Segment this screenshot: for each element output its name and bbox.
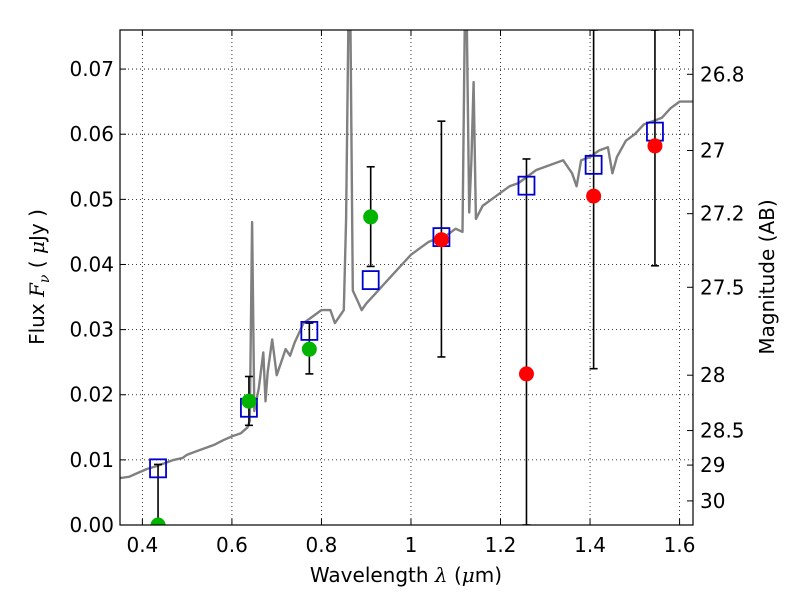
plot-background [120,30,693,525]
right-axis-tick-label: 27.2 [700,202,745,226]
x-tick-label: 1.6 [664,533,696,557]
right-axis-tick-label: 29 [700,453,725,477]
x-axis-label-mu: μ [462,563,475,587]
right-axis-tick-label: 30 [700,489,725,513]
square-marker [149,458,167,479]
circle-marker [363,209,379,225]
circle-marker [518,366,534,382]
x-tick-label: 0.8 [306,533,338,557]
circle-marker [433,232,449,248]
x-tick-label: 1.2 [485,533,517,557]
x-axis-label-paren: ( [448,563,462,587]
axis-ticks: 0.4 0.6 0.8 1 1.2 1.4 1.6 0.00 0.01 0.02 0.03 0.04 0… [69,30,745,557]
right-axis-tick-label: 28.5 [700,419,745,443]
model-spectrum-line [120,30,693,480]
x-axis-label-text: Wavelength [310,563,435,587]
circle-marker [241,393,257,409]
y-axis-label-paren: ( [25,254,49,275]
square-marker [584,154,603,175]
y-tick-label: 0.05 [69,187,114,211]
data-markers [149,121,664,525]
right-axis-tick-label: 27 [700,138,725,162]
y-tick-label: 0.02 [69,383,114,407]
right-axis-label: Magnitude (AB) [755,199,779,354]
y-axis-label: Flux Fν ( μJy ) [25,209,53,345]
right-axis-tick-label: 28 [700,363,725,387]
y-tick-label: 0.04 [69,252,114,276]
x-tick-label: 0.4 [126,533,158,557]
y-axis-label-mu: μ [25,241,49,254]
grid [120,30,693,526]
circle-marker [150,517,166,525]
y-tick-label: 0.06 [69,122,114,146]
right-axis-tick-label: 26.8 [700,62,745,86]
circle-marker [647,138,663,154]
x-tick-label: 1.4 [574,533,606,557]
right-axis-tick-label: 27.5 [700,275,745,299]
square-marker [361,270,380,291]
y-tick-label: 0.07 [69,57,114,81]
plot-frame [119,29,694,526]
circle-marker [301,341,317,357]
x-axis-label: Wavelength λ (μm) [310,563,502,587]
y-tick-label: 0.01 [69,448,114,472]
circle-marker [586,188,602,204]
square-marker [300,321,319,341]
x-tick-label: 1 [405,533,418,557]
y-axis-label-unit: Jy ) [25,209,49,243]
y-axis-label-nu: ν [37,274,53,283]
y-axis-label-text: Flux [25,297,49,345]
y-tick-label: 0.03 [69,318,114,342]
square-marker [517,175,536,196]
x-tick-label: 0.6 [216,533,248,557]
y-axis-label-F: F [25,282,49,298]
y-tick-label: 0.00 [69,513,114,537]
x-axis-label-unit: m) [475,563,502,587]
x-axis-label-lambda: λ [434,563,448,587]
